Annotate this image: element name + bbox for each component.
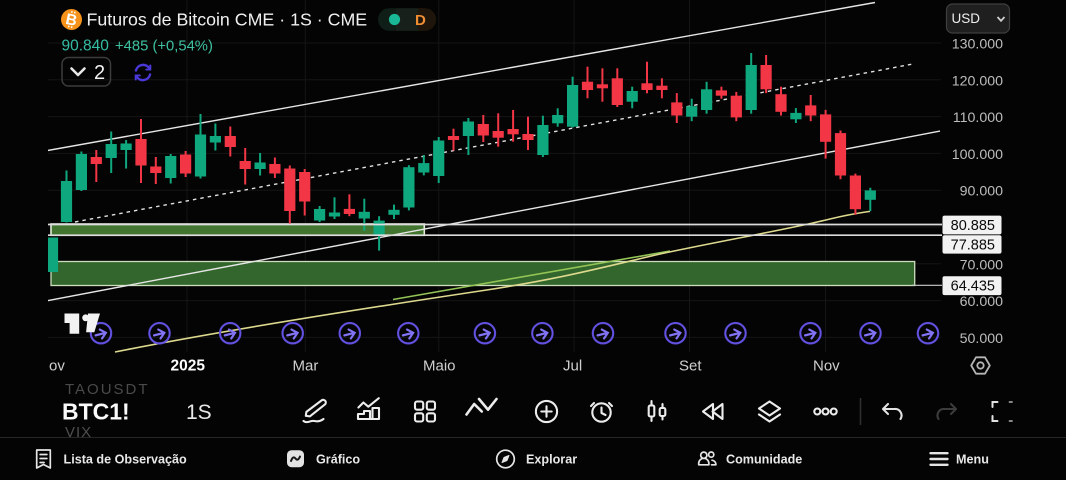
svg-text:100.000: 100.000 [952, 147, 1003, 163]
svg-text:Menu: Menu [956, 453, 989, 467]
svg-text:90.000: 90.000 [960, 184, 1004, 200]
svg-text:Nov: Nov [813, 358, 840, 375]
svg-text:60.000: 60.000 [960, 294, 1004, 310]
svg-text:Futuros de Bitcoin CME · 1S ·: Futuros de Bitcoin CME · 1S · CME [87, 10, 368, 30]
svg-text:Explorar: Explorar [526, 453, 577, 467]
svg-text:TAOUSDT: TAOUSDT [65, 381, 150, 398]
svg-text:Lista de Observação: Lista de Observação [64, 453, 188, 467]
svg-text:Jul: Jul [563, 358, 582, 375]
svg-text:90.840: 90.840 [62, 38, 110, 55]
svg-text:130.000: 130.000 [952, 37, 1003, 53]
svg-text:80.885: 80.885 [951, 218, 995, 234]
svg-text:ov: ov [49, 358, 65, 375]
svg-text:Mar: Mar [293, 358, 319, 375]
svg-text:77.885: 77.885 [951, 238, 995, 254]
svg-text:Maio: Maio [423, 358, 456, 375]
svg-text:Set: Set [679, 358, 702, 375]
svg-text:BTC1!: BTC1! [62, 399, 130, 425]
svg-text:Gráfico: Gráfico [316, 453, 360, 467]
svg-text:VIX: VIX [65, 424, 92, 441]
svg-text:USD: USD [952, 11, 981, 26]
svg-text:70.000: 70.000 [960, 257, 1004, 273]
svg-text:D: D [415, 12, 426, 29]
svg-text:+485 (+0,54%): +485 (+0,54%) [115, 39, 213, 55]
svg-text:110.000: 110.000 [953, 110, 1003, 126]
svg-text:2: 2 [94, 62, 105, 84]
svg-text:50.000: 50.000 [960, 331, 1004, 347]
svg-text:B: B [64, 11, 78, 30]
svg-text:Comunidade: Comunidade [726, 453, 802, 467]
svg-text:2025: 2025 [171, 358, 206, 375]
svg-text:1S: 1S [186, 401, 212, 424]
svg-text:120.000: 120.000 [952, 73, 1003, 89]
svg-text:64.435: 64.435 [951, 279, 995, 295]
